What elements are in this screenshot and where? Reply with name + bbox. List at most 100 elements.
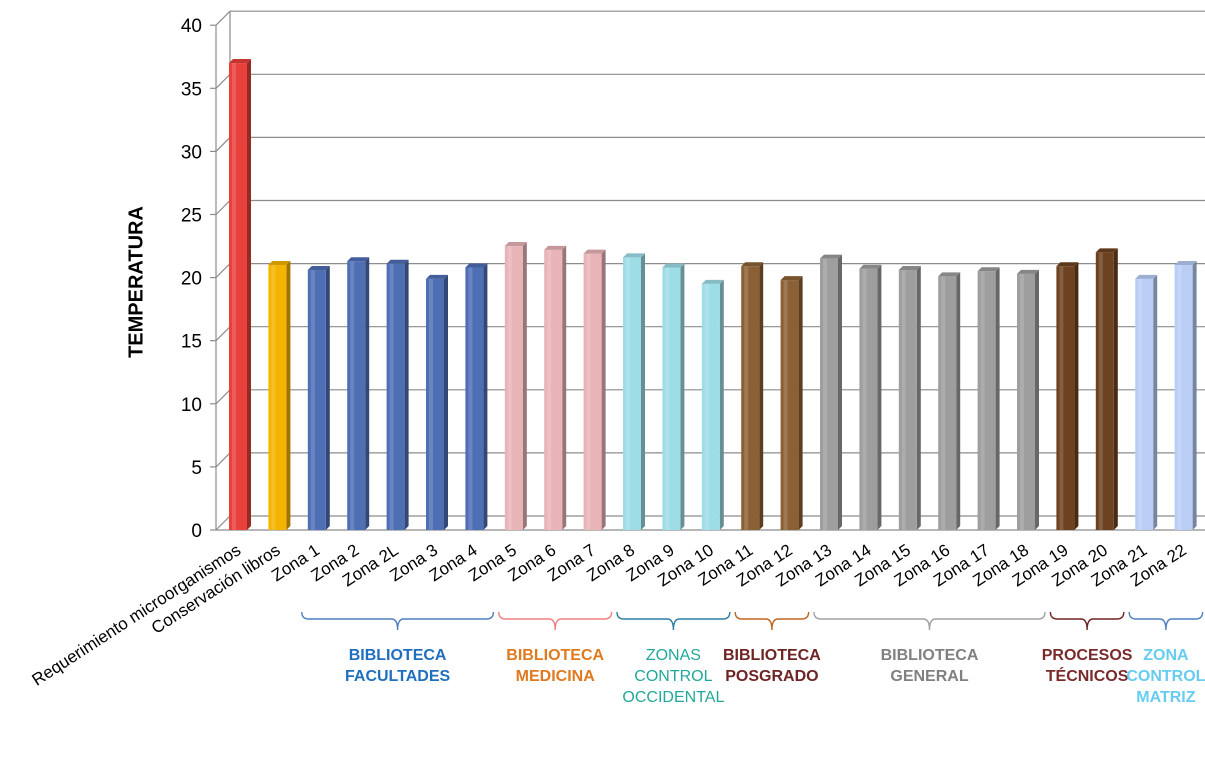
bar-highlight [350,261,355,530]
bar-top [504,242,527,247]
gridline [215,199,1205,215]
group-bracket [301,611,495,631]
bar-top [229,59,251,64]
bar [1017,269,1039,530]
bar-highlight [862,268,867,530]
bar-front [544,249,563,530]
bar-top [1135,274,1158,279]
bar-side [1192,260,1197,530]
bar-highlight [1059,266,1064,530]
bar-highlight [783,280,788,530]
group-annotations: BIBLIOTECA FACULTADES BIBLIOTECA MEDICINA ZO… [301,611,1205,706]
group-label: TÉCNICOS [1046,666,1129,685]
gridline [215,136,1205,152]
gridline [215,10,1205,26]
bar-side [798,276,803,530]
bar-front [662,267,681,530]
bar [1174,260,1197,530]
bar-side [956,272,961,530]
bar-highlight [901,270,906,530]
bar-side [1113,248,1118,531]
bar-side [247,59,251,531]
bar-top [741,262,764,267]
group-bracket [1128,611,1204,631]
bar-front [386,263,405,530]
bar-highlight [704,283,709,530]
bar-side [444,274,448,530]
group-bracket [616,611,731,631]
group-annotation: ZONAS CONTROL OCCIDENTAL [616,611,731,706]
group-annotation: BIBLIOTECA GENERAL [813,611,1046,685]
group-label: ZONA [1143,647,1189,664]
bar [229,59,251,531]
bar [268,260,291,530]
bar-top [898,266,921,271]
bar-front [859,268,878,530]
bar-top [938,272,961,277]
bar-side [601,249,606,530]
bar-front [229,63,247,531]
bar-front [504,246,523,531]
group-bracket [1049,611,1125,631]
y-tick-label: 30 [181,142,202,163]
group-bracket [734,611,810,631]
group-annotation: BIBLIOTECA POSGRADO [723,611,821,685]
group-label: ZONAS [646,647,701,664]
group-annotation: PROCESOS TÉCNICOS [1042,611,1133,685]
bar [386,259,409,530]
group-label: MEDICINA [516,668,596,685]
bar-top [662,263,685,268]
bar-side [286,260,291,530]
bar-side [365,257,370,530]
bar-side [522,242,527,531]
bar-front [741,266,760,530]
bar [898,266,921,530]
group-label: BIBLIOTECA [723,647,821,664]
group-label: BIBLIOTECA [506,647,604,664]
bar-highlight [744,266,749,530]
bar-highlight [1138,278,1143,530]
bar-front [1056,266,1075,530]
bar-highlight [941,276,946,530]
y-axis-label: TEMPERATURA [125,206,147,358]
bar [504,242,527,531]
bar-side [1153,274,1158,530]
bar [938,272,961,530]
bar-highlight [429,278,433,530]
bar-top [426,274,448,279]
bar [859,264,882,530]
bar-side [483,263,488,530]
bar [701,279,724,530]
group-annotation: BIBLIOTECA MEDICINA [498,611,613,685]
axes: 0 5 10 15 20 25 30 35 40 [181,11,1205,542]
y-tick-label: 10 [181,395,202,416]
bar-highlight [547,249,552,530]
bar-front [701,283,720,530]
y-tick-label: 25 [181,206,202,227]
bar-front [623,257,641,530]
bar [780,276,803,530]
group-label: FACULTADES [345,668,451,685]
bar-front [347,261,366,530]
y-tick-label: 0 [191,521,202,542]
bar-top [307,266,330,271]
group-label: CONTROL [1126,668,1205,685]
bar-highlight [1098,252,1103,531]
bar-highlight [1020,273,1024,530]
bar-top [623,253,645,258]
group-annotation: BIBLIOTECA FACULTADES [301,611,495,685]
bar-highlight [665,267,670,530]
bar-side [641,253,645,530]
bar-front [1017,273,1035,530]
bar [623,253,645,530]
group-label: BIBLIOTECA [349,647,447,664]
bar-front [820,258,838,530]
y-tick-label: 35 [181,79,202,100]
group-bracket [498,611,613,631]
bar [1056,262,1079,530]
bar-top [347,257,370,262]
bars [229,59,1197,531]
bar-top [1174,260,1197,265]
bar-highlight [823,258,827,530]
